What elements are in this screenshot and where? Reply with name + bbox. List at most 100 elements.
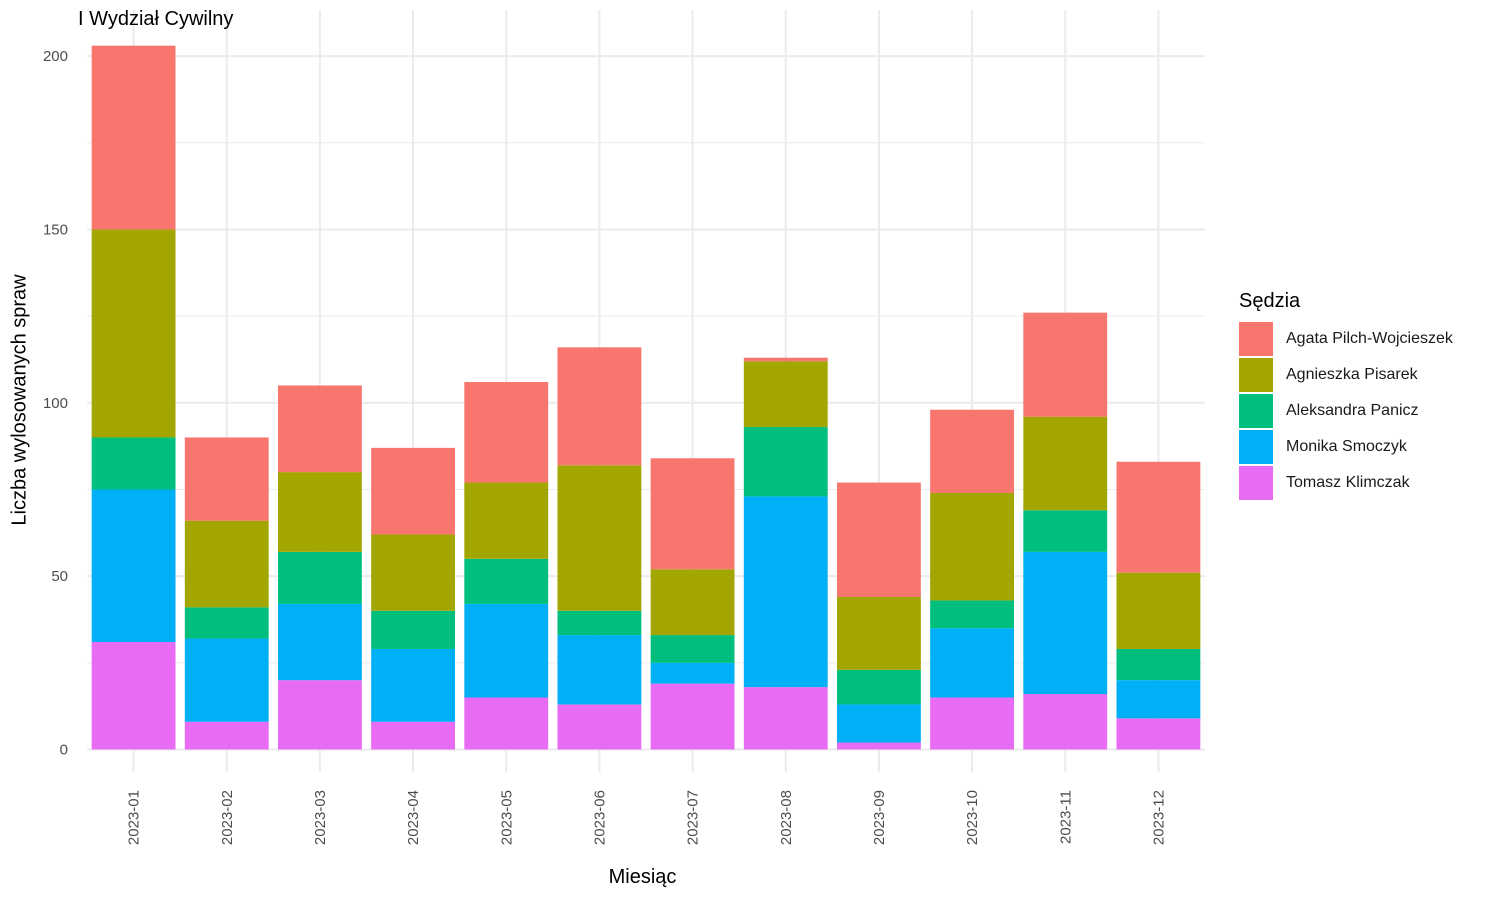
y-tick-label: 50: [51, 568, 68, 585]
legend-items: Agata Pilch-Wojcieszek Agnieszka Pisarek A…: [1239, 321, 1453, 501]
bar-segment: [650, 683, 735, 750]
bar-segment: [836, 596, 921, 670]
legend-item: Agnieszka Pisarek: [1239, 357, 1453, 393]
bar-segment: [557, 704, 642, 750]
legend-item: Tomasz Klimczak: [1239, 465, 1453, 501]
bar-segment: [930, 600, 1015, 629]
x-tick-label: 2023-02: [219, 790, 236, 845]
bar-segment: [1023, 312, 1108, 417]
bar-segment: [91, 229, 176, 438]
bar-segment: [930, 628, 1015, 698]
bar-segment: [557, 635, 642, 705]
legend-label: Tomasz Klimczak: [1286, 474, 1410, 491]
x-tick-label: 2023-10: [964, 790, 981, 845]
x-tick-label: 2023-04: [405, 790, 422, 845]
bar-segment: [743, 357, 828, 362]
x-tick-label: 2023-09: [871, 790, 888, 845]
bar-segment: [557, 347, 642, 466]
legend-label: Aleksandra Panicz: [1286, 402, 1419, 419]
bar-segment: [91, 45, 176, 230]
bar-segment: [743, 361, 828, 428]
bar-segment: [650, 635, 735, 663]
bar-segment: [743, 427, 828, 497]
legend-item: Monika Smoczyk: [1239, 429, 1453, 465]
bar-segment: [184, 638, 269, 722]
y-tick-label: 100: [43, 395, 68, 412]
x-tick-label: 2023-11: [1057, 790, 1074, 844]
bar-segment: [1116, 648, 1201, 681]
legend: Sędzia Agata Pilch-Wojcieszek Agnieszka P…: [1239, 290, 1453, 501]
bar-segment: [1116, 461, 1201, 573]
bar-segment: [184, 607, 269, 639]
bar-segment: [930, 697, 1015, 750]
y-axis-label: Liczba wylosowanych spraw: [8, 274, 31, 526]
bar-segment: [557, 465, 642, 611]
bar-segment: [836, 482, 921, 597]
bar-segment: [930, 492, 1015, 601]
bar-segment: [930, 409, 1015, 493]
bar-segment: [1023, 416, 1108, 511]
legend-label: Agnieszka Pisarek: [1286, 366, 1418, 383]
bar-segment: [1116, 718, 1201, 750]
x-tick-label: 2023-05: [498, 790, 515, 845]
legend-swatch: [1239, 394, 1273, 428]
legend-item: Aleksandra Panicz: [1239, 393, 1453, 429]
y-tick-label: 0: [60, 742, 68, 759]
bar-segment: [836, 742, 921, 750]
bar-segment: [1116, 680, 1201, 719]
bar-segment: [836, 669, 921, 705]
bar-segment: [1116, 572, 1201, 649]
bar-segment: [277, 680, 362, 750]
bar-segment: [277, 603, 362, 681]
bar-segment: [836, 704, 921, 743]
legend-swatch: [1239, 466, 1273, 500]
bar-segment: [277, 472, 362, 552]
x-tick-label: 2023-03: [312, 790, 329, 845]
bar-segment: [557, 610, 642, 636]
bar-segment: [650, 458, 735, 570]
bar-segment: [371, 648, 456, 722]
x-axis-ticks: 2023-01 2023-02 2023-03 2023-04 2023-05 2023-…: [126, 790, 1168, 845]
legend-swatch: [1239, 430, 1273, 464]
bar-segment: [1023, 551, 1108, 695]
bar-segment: [91, 437, 176, 490]
bar-segment: [371, 610, 456, 649]
bar-segment: [650, 662, 735, 684]
y-tick-label: 150: [43, 221, 68, 238]
legend-swatch: [1239, 358, 1273, 392]
legend-swatch: [1239, 322, 1273, 356]
bar-segment: [371, 447, 456, 535]
bar-segment: [184, 520, 269, 608]
bar-segment: [371, 721, 456, 750]
legend-label: Monika Smoczyk: [1286, 438, 1407, 455]
bar-segment: [184, 721, 269, 750]
bar-segment: [1023, 694, 1108, 750]
bar-segment: [91, 489, 176, 643]
x-tick-label: 2023-06: [591, 790, 608, 845]
x-tick-label: 2023-01: [126, 790, 143, 845]
bar-segment: [371, 534, 456, 611]
bar-segment: [91, 642, 176, 750]
x-tick-label: 2023-08: [778, 790, 795, 845]
x-axis-label: Miesiąc: [608, 866, 677, 888]
y-axis-ticks: 0 50 100 150 200: [43, 48, 68, 758]
bar-segment: [743, 687, 828, 750]
y-tick-label: 200: [43, 48, 68, 65]
legend-label: Agata Pilch-Wojcieszek: [1286, 330, 1453, 347]
x-tick-label: 2023-12: [1150, 790, 1167, 845]
bar-segment: [464, 381, 549, 483]
bar-segment: [464, 558, 549, 604]
chart-title: I Wydział Cywilny: [78, 8, 234, 30]
bar-segment: [464, 603, 549, 698]
bar-segment: [464, 482, 549, 559]
legend-title: Sędzia: [1239, 290, 1301, 312]
legend-item: Agata Pilch-Wojcieszek: [1239, 321, 1453, 357]
bar-segment: [464, 697, 549, 750]
x-tick-label: 2023-07: [685, 790, 702, 845]
bar-segment: [1023, 510, 1108, 552]
bar-segment: [650, 569, 735, 636]
bar-segment: [277, 385, 362, 473]
bars: [91, 45, 1201, 750]
bar-segment: [743, 496, 828, 688]
